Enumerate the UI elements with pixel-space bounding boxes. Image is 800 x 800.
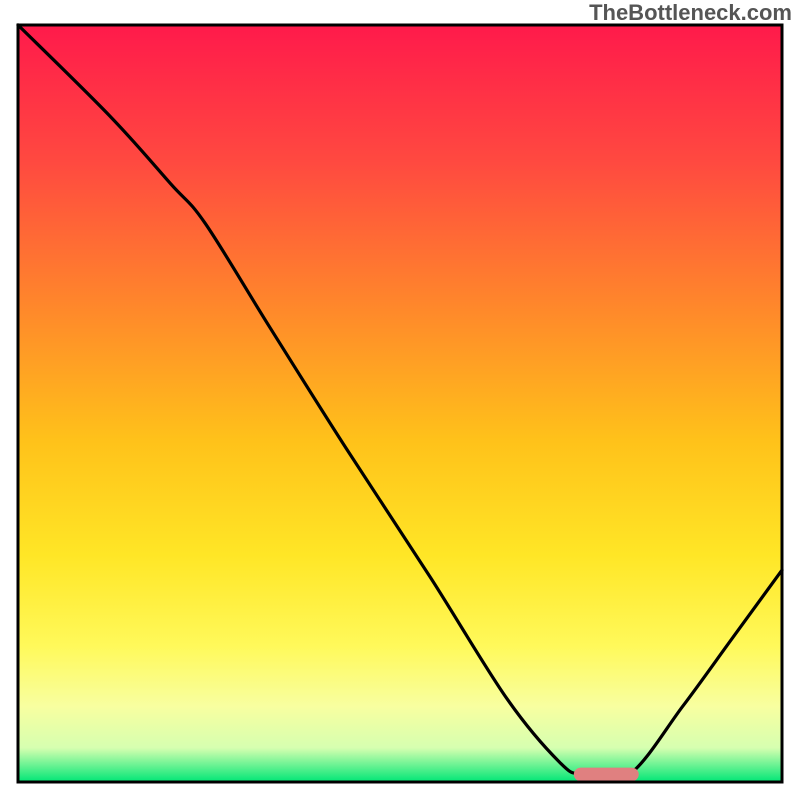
bottleneck-curve-chart	[0, 0, 800, 800]
watermark-text: TheBottleneck.com	[589, 0, 792, 26]
optimal-range-marker	[574, 768, 639, 782]
chart-container: TheBottleneck.com	[0, 0, 800, 800]
